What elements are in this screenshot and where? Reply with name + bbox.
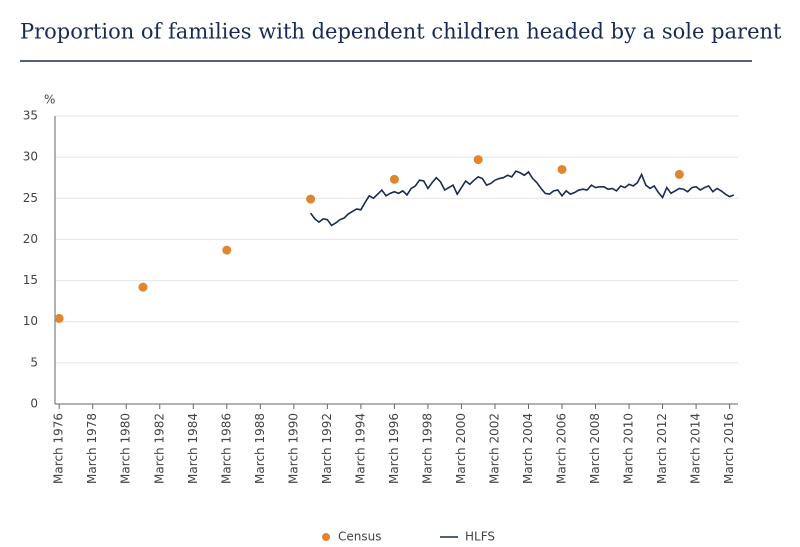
x-tick-label: March 1978 — [85, 413, 99, 484]
census-point — [222, 245, 232, 255]
x-tick-label: March 2010 — [622, 413, 636, 484]
y-tick-label: 35 — [23, 109, 38, 123]
chart-title: Proportion of families with dependent ch… — [20, 20, 782, 44]
census-point — [138, 282, 148, 292]
y-tick-label: 30 — [23, 150, 38, 164]
y-axis-label: % — [44, 93, 55, 107]
x-tick-label: March 2016 — [722, 413, 736, 484]
census-point — [306, 194, 316, 204]
x-tick-label: March 1984 — [186, 413, 200, 484]
y-tick-label: 10 — [23, 314, 38, 328]
census-point — [557, 164, 567, 174]
x-tick-label: March 2002 — [487, 413, 501, 484]
y-tick-label: 15 — [23, 273, 38, 287]
legend-label: Census — [338, 530, 381, 544]
x-tick-label: March 2006 — [555, 413, 569, 484]
x-tick-label: March 1998 — [420, 413, 434, 484]
census-point — [389, 174, 399, 184]
x-tick-label: March 1992 — [320, 413, 334, 484]
legend-label: HLFS — [465, 530, 495, 544]
legend-swatch — [322, 533, 330, 541]
x-tick-label: March 1988 — [253, 413, 267, 484]
x-tick-label: March 1976 — [52, 413, 66, 484]
x-tick-label: March 2012 — [655, 413, 669, 484]
x-tick-label: March 1980 — [119, 413, 133, 484]
x-tick-label: March 2004 — [521, 413, 535, 484]
census-point — [54, 313, 64, 323]
y-tick-label: 0 — [30, 397, 38, 411]
x-tick-label: March 1990 — [286, 413, 300, 484]
x-tick-label: March 2008 — [588, 413, 602, 484]
y-tick-label: 20 — [23, 232, 38, 246]
x-tick-label: March 1982 — [152, 413, 166, 484]
x-tick-label: March 1996 — [387, 413, 401, 484]
y-tick-label: 25 — [23, 191, 38, 205]
x-tick-label: March 2000 — [454, 413, 468, 484]
y-tick-label: 5 — [30, 355, 38, 369]
x-tick-label: March 1994 — [353, 413, 367, 484]
hlfs-line — [309, 170, 735, 227]
census-point — [473, 155, 483, 165]
x-tick-label: March 2014 — [689, 413, 703, 484]
x-tick-label: March 1986 — [219, 413, 233, 484]
census-point — [674, 169, 684, 179]
